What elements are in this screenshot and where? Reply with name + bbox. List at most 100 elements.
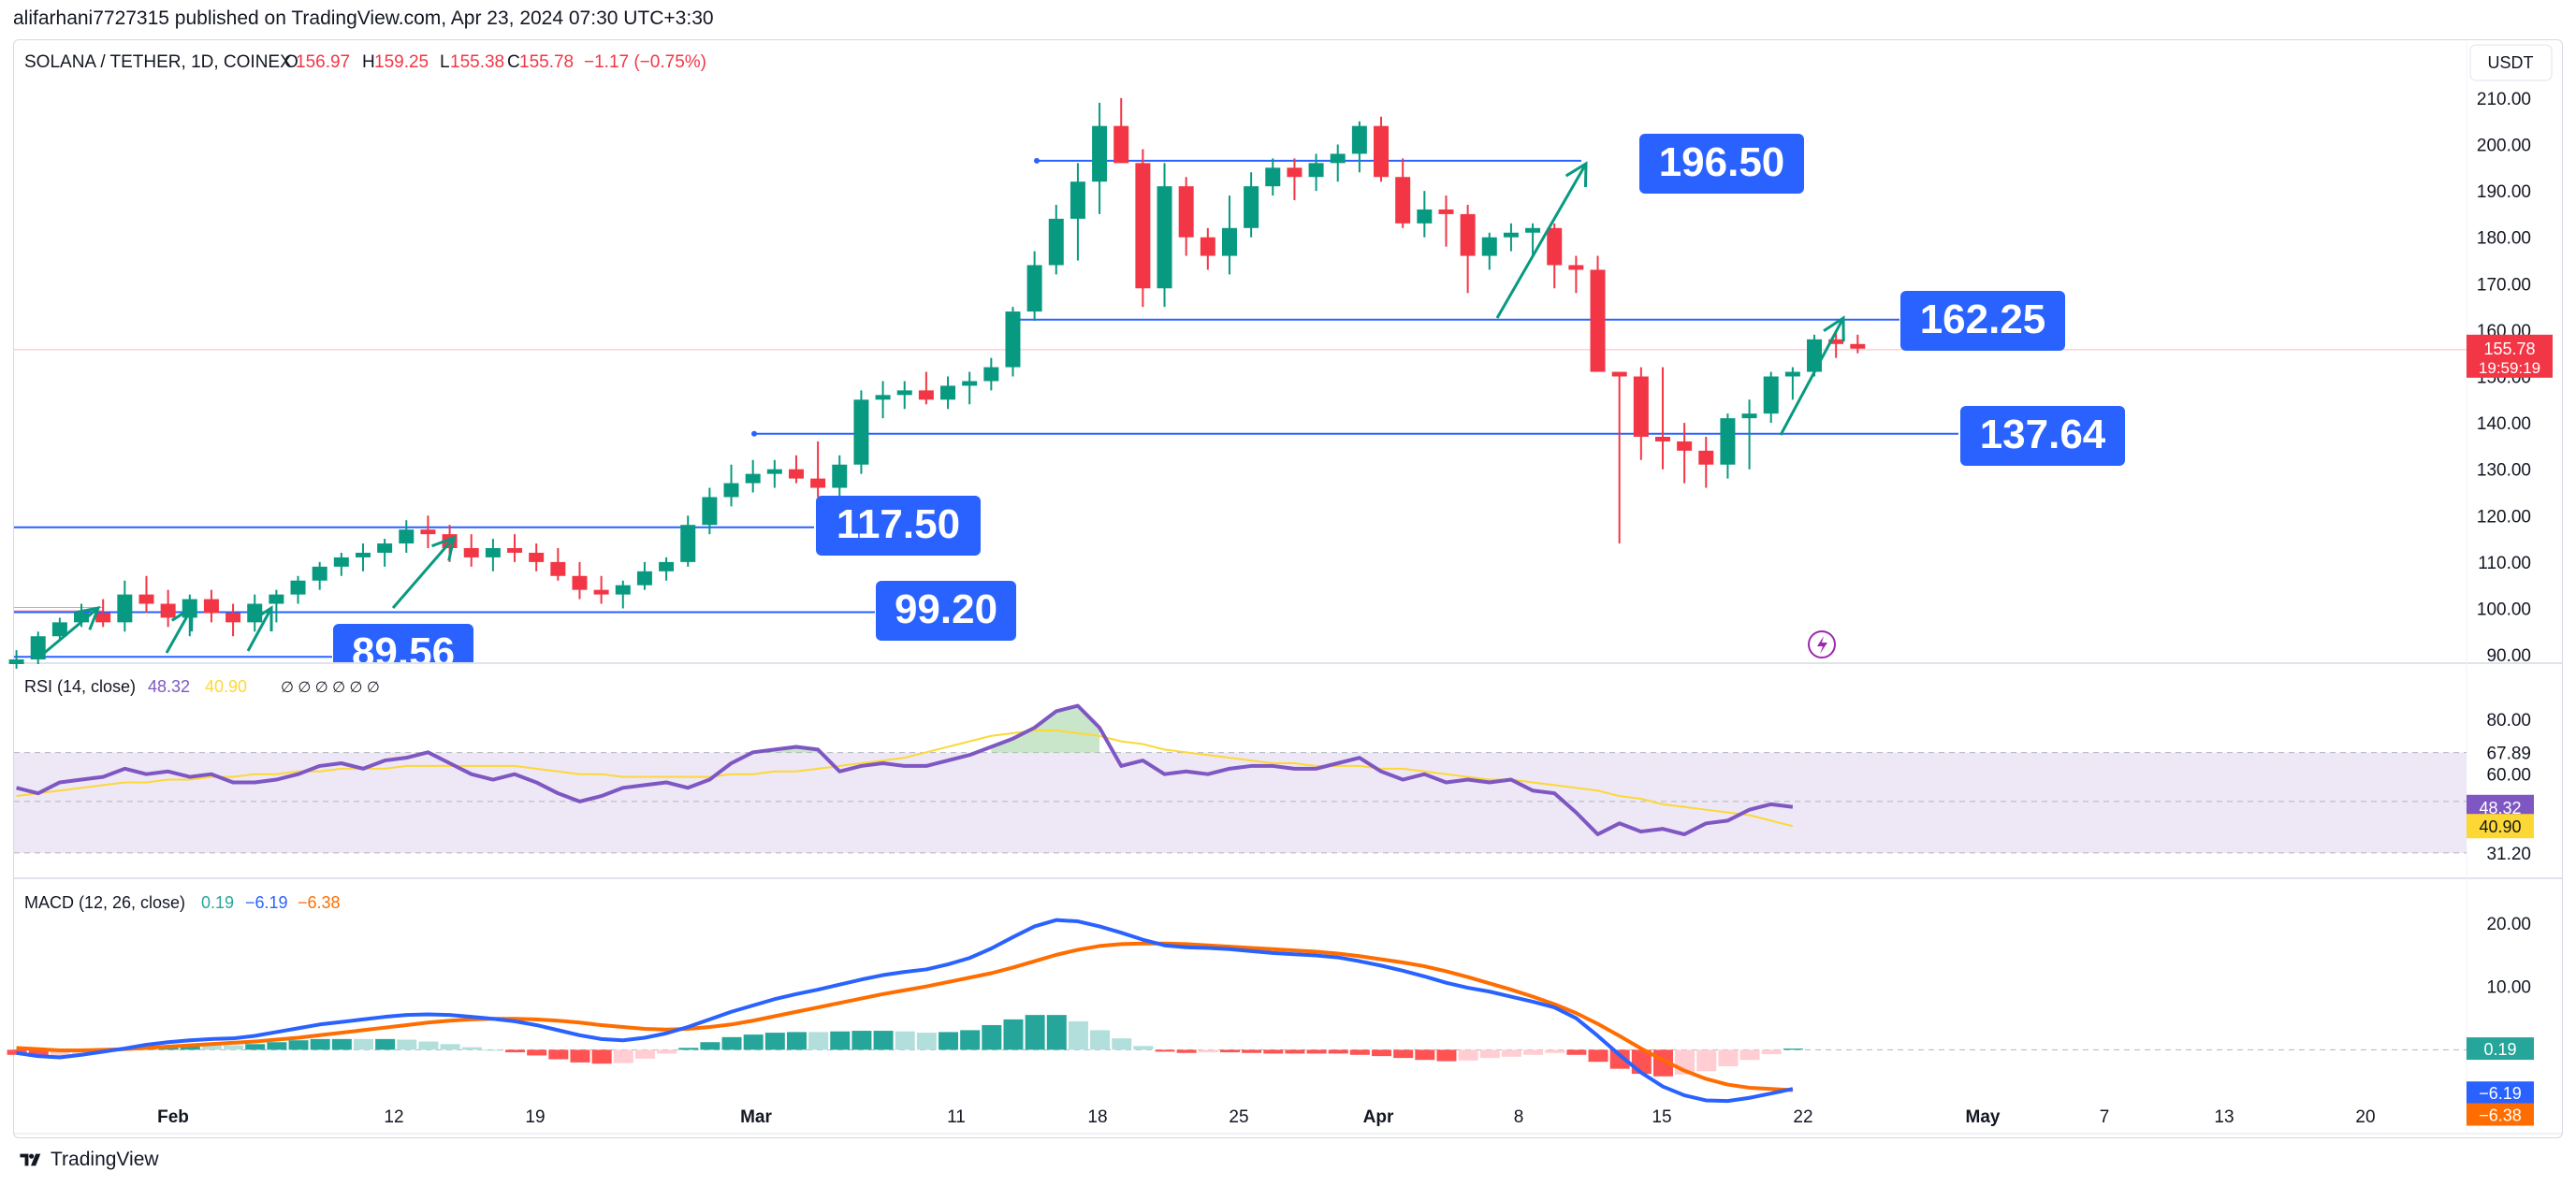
candle-body[interactable] (355, 552, 371, 557)
macd-histogram-bar[interactable] (808, 1032, 829, 1050)
candle-body[interactable] (377, 543, 393, 553)
macd-histogram-bar[interactable] (1609, 1049, 1630, 1069)
level-badge[interactable]: 137.64 (1960, 406, 2125, 466)
candle-body[interactable] (593, 589, 609, 595)
green-arrow[interactable] (1495, 161, 1588, 319)
macd-histogram-bar[interactable] (1328, 1049, 1348, 1054)
candle-body[interactable] (160, 603, 176, 618)
level-badge[interactable]: 89.56 (333, 624, 473, 684)
green-arrow[interactable] (1779, 315, 1845, 436)
candle-body[interactable] (203, 599, 219, 614)
macd-histogram-bar[interactable] (1198, 1049, 1218, 1053)
candle-body[interactable] (1611, 371, 1627, 377)
green-arrow[interactable] (391, 535, 457, 609)
footer-brand[interactable]: TradingView (19, 1149, 159, 1171)
macd-histogram-bar[interactable] (397, 1039, 417, 1050)
macd-histogram-bar[interactable] (1068, 1020, 1088, 1050)
macd-histogram-bar[interactable] (1025, 1015, 1045, 1050)
candle-body[interactable] (1438, 209, 1454, 214)
candle-body[interactable] (766, 469, 782, 474)
candle-body[interactable] (420, 529, 436, 535)
candle-body[interactable] (702, 497, 718, 526)
candle-body[interactable] (30, 636, 46, 660)
candle-body[interactable] (1395, 177, 1411, 224)
macd-histogram-bar[interactable] (1393, 1049, 1414, 1059)
macd-histogram-bar[interactable] (1133, 1046, 1154, 1050)
candle-body[interactable] (95, 613, 111, 623)
macd-histogram-bar[interactable] (505, 1049, 526, 1053)
macd-histogram-bar[interactable] (440, 1044, 460, 1050)
macd-histogram-bar[interactable] (548, 1049, 569, 1060)
candle-body[interactable] (1677, 441, 1693, 451)
macd-histogram-bar[interactable] (960, 1030, 981, 1050)
candle-body[interactable] (1633, 376, 1649, 437)
candle-body[interactable] (962, 381, 978, 386)
macd-histogram-bar[interactable] (1242, 1049, 1262, 1053)
candle-body[interactable] (1525, 227, 1541, 233)
candle-body[interactable] (550, 561, 566, 576)
macd-histogram-bar[interactable] (657, 1049, 677, 1054)
candle-body[interactable] (940, 385, 956, 400)
candle-body[interactable] (1850, 343, 1866, 349)
candle-body[interactable] (918, 390, 934, 400)
level-badge[interactable]: 117.50 (816, 496, 981, 556)
candle-body[interactable] (1807, 339, 1823, 372)
candle-body[interactable] (659, 561, 675, 571)
macd-histogram-bar[interactable] (224, 1045, 244, 1050)
candle-body[interactable] (1460, 213, 1476, 256)
macd-histogram-bar[interactable] (678, 1048, 699, 1050)
candle-body[interactable] (1698, 450, 1714, 465)
candle-body[interactable] (1720, 418, 1736, 465)
macd-histogram-bar[interactable] (1219, 1049, 1240, 1053)
macd-histogram-bar[interactable] (764, 1033, 785, 1050)
candle-body[interactable] (1113, 125, 1129, 164)
candle-body[interactable] (117, 594, 133, 623)
macd-histogram-bar[interactable] (1436, 1049, 1457, 1062)
macd-histogram-bar[interactable] (916, 1033, 937, 1050)
level-line-anchor[interactable] (751, 430, 757, 437)
candle-body[interactable] (1308, 163, 1324, 178)
macd-histogram-bar[interactable] (375, 1038, 396, 1050)
macd-histogram-bar[interactable] (267, 1042, 287, 1050)
candle-body[interactable] (810, 478, 826, 488)
macd-histogram-bar[interactable] (1479, 1049, 1500, 1059)
candle-body[interactable] (529, 552, 545, 562)
macd-histogram-bar[interactable] (1349, 1049, 1370, 1055)
macd-histogram-bar[interactable] (1112, 1038, 1132, 1050)
candle-body[interactable] (1178, 186, 1194, 238)
macd-histogram-bar[interactable] (634, 1049, 655, 1059)
macd-histogram-bar[interactable] (1263, 1049, 1284, 1054)
macd-histogram-bar[interactable] (570, 1049, 590, 1063)
candle-body[interactable] (680, 525, 696, 562)
macd-histogram-bar[interactable] (1523, 1049, 1544, 1055)
candle-body[interactable] (1547, 227, 1563, 266)
candle-body[interactable] (463, 548, 479, 557)
candle-body[interactable] (1568, 265, 1584, 270)
macd-histogram-bar[interactable] (1155, 1049, 1175, 1052)
candle-body[interactable] (853, 399, 869, 465)
candle-body[interactable] (572, 575, 588, 590)
level-badge[interactable]: 196.50 (1639, 134, 1804, 194)
macd-histogram-bar[interactable] (1545, 1049, 1565, 1053)
candle-body[interactable] (1287, 167, 1303, 178)
macd-histogram-bar[interactable] (288, 1040, 309, 1050)
macd-histogram-bar[interactable] (830, 1031, 851, 1050)
currency-button[interactable] (2469, 44, 2553, 81)
candle-body[interactable] (1590, 269, 1606, 372)
candle-body[interactable] (290, 580, 306, 595)
macd-histogram-bar[interactable] (743, 1034, 764, 1050)
macd-histogram-bar[interactable] (1458, 1049, 1478, 1061)
candle-body[interactable] (1503, 232, 1519, 238)
macd-histogram-bar[interactable] (50, 1049, 70, 1057)
lightning-icon[interactable] (1808, 630, 1836, 658)
candle-body[interactable] (1244, 186, 1259, 228)
macd-histogram-bar[interactable] (1372, 1049, 1392, 1057)
macd-histogram-bar[interactable] (28, 1049, 49, 1057)
macd-pane[interactable]: 20.00 10.00 0.19 −6.19 −6.38 (7, 915, 2534, 1126)
green-arrow[interactable] (246, 605, 273, 652)
macd-histogram-bar[interactable] (310, 1038, 330, 1050)
macd-histogram-bar[interactable] (1306, 1049, 1327, 1054)
candle-body[interactable] (636, 571, 652, 586)
